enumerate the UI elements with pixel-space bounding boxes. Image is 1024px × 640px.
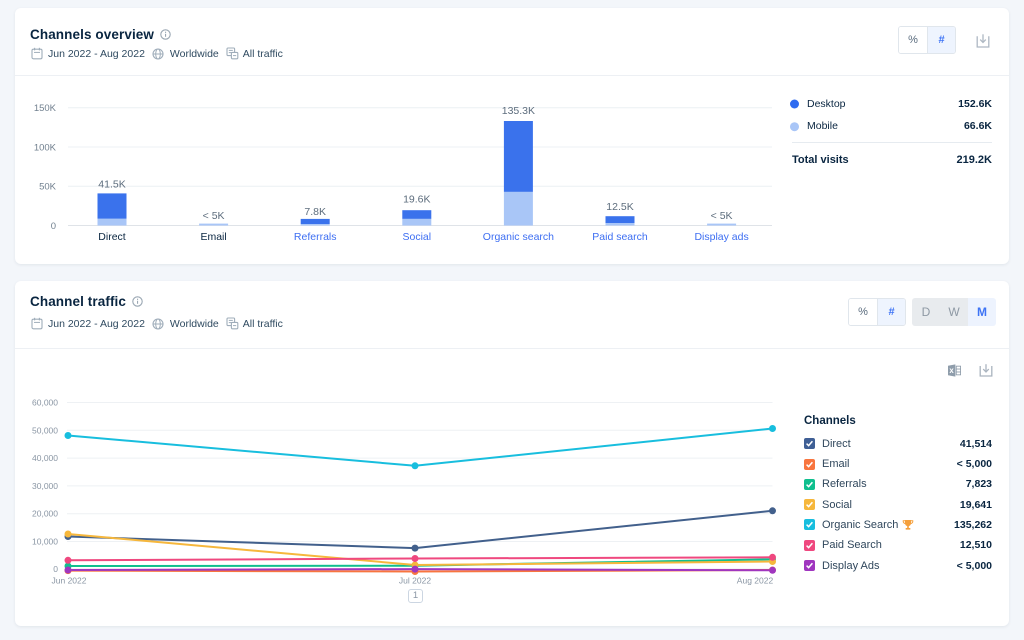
svg-text:40,000: 40,000 (32, 453, 58, 463)
svg-text:< 5K: < 5K (203, 210, 225, 222)
svg-text:0: 0 (51, 221, 56, 232)
svg-text:135.3K: 135.3K (502, 105, 535, 117)
svg-text:50,000: 50,000 (32, 425, 58, 435)
svg-text:100K: 100K (34, 142, 57, 153)
svg-text:Referrals: Referrals (294, 231, 337, 243)
svg-text:50K: 50K (39, 182, 57, 193)
svg-text:19.6K: 19.6K (403, 194, 430, 206)
svg-text:60,000: 60,000 (32, 398, 58, 408)
svg-text:Email: Email (200, 231, 226, 243)
svg-text:30,000: 30,000 (32, 481, 58, 491)
svg-text:150K: 150K (34, 103, 57, 114)
svg-text:Display ads: Display ads (694, 231, 748, 243)
svg-text:Social: Social (402, 231, 431, 243)
svg-text:Organic search: Organic search (483, 231, 554, 243)
svg-text:Jun 2022: Jun 2022 (52, 576, 87, 586)
svg-text:x: x (949, 366, 954, 375)
svg-text:41.5K: 41.5K (98, 178, 125, 190)
svg-text:Paid search: Paid search (592, 231, 648, 243)
svg-text:Direct: Direct (98, 231, 126, 243)
svg-text:Jul 2022: Jul 2022 (399, 576, 431, 586)
svg-text:12.5K: 12.5K (606, 201, 633, 213)
svg-text:Aug 2022: Aug 2022 (737, 576, 774, 586)
svg-text:20,000: 20,000 (32, 509, 58, 519)
svg-text:< 5K: < 5K (711, 210, 733, 222)
svg-text:0: 0 (53, 564, 58, 574)
svg-text:7.8K: 7.8K (304, 206, 326, 218)
svg-text:10,000: 10,000 (32, 537, 58, 547)
